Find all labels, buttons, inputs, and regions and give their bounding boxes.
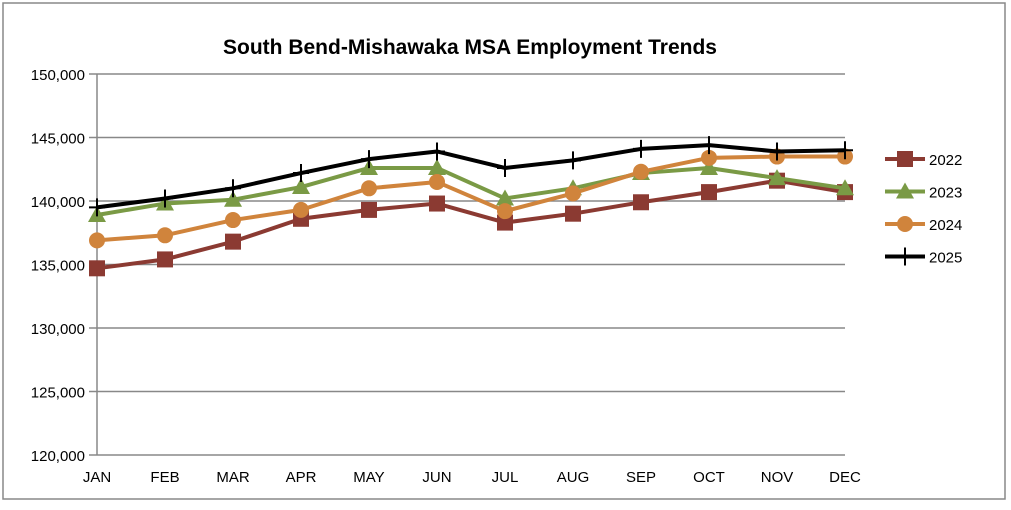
data-point-plus [157,189,173,208]
data-point-plus [89,198,105,217]
data-point-triangle [768,169,786,186]
data-point-plus [565,151,581,170]
data-point-square [157,251,173,268]
data-point-circle [701,149,717,166]
data-point-plus [897,247,913,266]
data-point-triangle [496,189,514,206]
x-tick-label: AUG [557,469,590,486]
data-point-circle [157,227,173,244]
data-point-triangle [292,178,310,195]
data-point-plus [769,142,785,161]
legend-label-2022: 2022 [929,152,962,169]
legend-label-2025: 2025 [929,250,962,267]
data-point-plus [837,141,853,160]
x-tick-label: MAR [216,469,250,486]
data-point-triangle [224,190,242,207]
x-tick-label: MAY [353,469,384,486]
x-tick-label: FEB [150,469,179,486]
data-point-circle [429,173,445,190]
data-point-plus [497,158,513,177]
data-point-triangle [428,158,446,175]
x-tick-label: NOV [761,469,794,486]
data-point-square [89,260,105,277]
data-point-plus [225,179,241,198]
data-point-circle [897,216,913,232]
data-point-plus [701,136,717,155]
y-tick-label: 145,000 [31,131,85,148]
data-point-plus [633,139,649,158]
data-point-square [565,205,581,222]
data-point-square [429,195,445,212]
y-tick-label: 150,000 [31,67,85,84]
data-point-circle [497,203,513,220]
data-point-triangle [700,158,718,175]
legend-label-2024: 2024 [929,217,962,234]
data-point-circle [89,232,105,249]
x-tick-label: JAN [83,469,111,486]
y-tick-label: 135,000 [31,258,85,275]
data-point-circle [361,180,377,197]
series-line-2024 [96,154,845,243]
data-point-plus [293,164,309,183]
data-point-plus [361,150,377,169]
data-point-square [701,184,717,201]
y-tick-label: 125,000 [31,385,85,402]
legend-label-2023: 2023 [929,185,962,202]
series-line-2023 [96,165,846,217]
series-line-2022 [96,178,846,271]
data-point-square [897,151,913,167]
data-point-square [497,214,513,231]
data-point-circle [293,201,309,218]
data-point-circle [225,212,241,229]
data-point-triangle [896,182,914,199]
data-point-square [225,233,241,250]
y-tick-label: 140,000 [31,194,85,211]
y-tick-label: 130,000 [31,321,85,338]
x-tick-label: JUL [492,469,519,486]
data-point-square [633,194,649,211]
x-tick-label: APR [286,469,317,486]
x-tick-label: OCT [693,469,725,486]
chart-title: South Bend-Mishawaka MSA Employment Tren… [223,36,717,59]
chart-border [2,2,1006,500]
data-point-plus [429,142,445,161]
y-tick-label: 120,000 [31,448,85,465]
x-tick-label: DEC [829,469,861,486]
series-line-2025 [96,143,846,210]
series-2025 [89,136,853,217]
x-tick-label: SEP [626,469,656,486]
series-2022 [89,172,853,277]
x-tick-label: JUN [422,469,451,486]
data-point-circle [565,185,581,202]
data-point-circle [633,163,649,180]
data-point-triangle [836,179,854,196]
data-point-square [361,201,377,218]
